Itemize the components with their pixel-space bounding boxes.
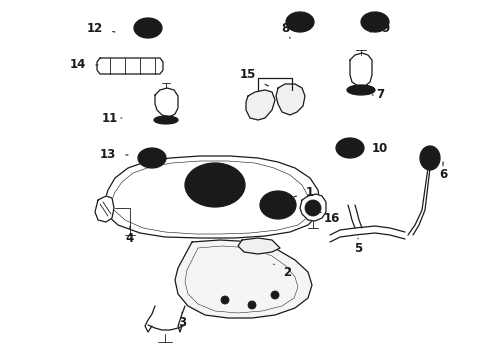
Text: 11: 11 bbox=[102, 112, 122, 125]
Ellipse shape bbox=[142, 152, 161, 164]
Ellipse shape bbox=[290, 16, 308, 28]
Polygon shape bbox=[349, 53, 371, 86]
Ellipse shape bbox=[193, 169, 237, 201]
Text: 12: 12 bbox=[87, 22, 115, 35]
Polygon shape bbox=[95, 196, 114, 222]
Polygon shape bbox=[105, 156, 319, 238]
Polygon shape bbox=[175, 240, 311, 318]
Circle shape bbox=[247, 301, 256, 309]
Polygon shape bbox=[245, 90, 274, 120]
Text: 9: 9 bbox=[369, 22, 388, 35]
Ellipse shape bbox=[419, 146, 439, 170]
Ellipse shape bbox=[139, 22, 157, 34]
Ellipse shape bbox=[260, 191, 295, 219]
Ellipse shape bbox=[138, 148, 165, 168]
Text: 15: 15 bbox=[239, 68, 268, 86]
Text: 6: 6 bbox=[438, 162, 446, 181]
Ellipse shape bbox=[134, 18, 162, 38]
Circle shape bbox=[305, 200, 320, 216]
Circle shape bbox=[221, 296, 228, 304]
Circle shape bbox=[309, 205, 315, 211]
Text: 1: 1 bbox=[293, 185, 313, 198]
Text: 5: 5 bbox=[353, 238, 362, 255]
Ellipse shape bbox=[184, 163, 244, 207]
Ellipse shape bbox=[265, 196, 289, 214]
Polygon shape bbox=[97, 58, 163, 74]
Polygon shape bbox=[275, 84, 305, 115]
Polygon shape bbox=[299, 194, 325, 221]
Polygon shape bbox=[155, 88, 178, 117]
Text: 3: 3 bbox=[178, 312, 185, 328]
Text: 7: 7 bbox=[371, 89, 383, 102]
Text: 14: 14 bbox=[70, 58, 98, 72]
Ellipse shape bbox=[346, 85, 374, 95]
Text: 13: 13 bbox=[100, 148, 128, 162]
Circle shape bbox=[424, 153, 434, 163]
Circle shape bbox=[270, 291, 279, 299]
Text: 2: 2 bbox=[273, 264, 290, 279]
Polygon shape bbox=[238, 238, 280, 254]
Ellipse shape bbox=[154, 116, 178, 124]
Ellipse shape bbox=[340, 142, 358, 154]
Text: 8: 8 bbox=[280, 22, 289, 38]
Text: 16: 16 bbox=[319, 211, 340, 225]
Ellipse shape bbox=[365, 16, 383, 28]
Ellipse shape bbox=[285, 12, 313, 32]
Text: 4: 4 bbox=[125, 226, 134, 244]
Ellipse shape bbox=[335, 138, 363, 158]
Text: 10: 10 bbox=[361, 141, 387, 154]
Ellipse shape bbox=[360, 12, 388, 32]
